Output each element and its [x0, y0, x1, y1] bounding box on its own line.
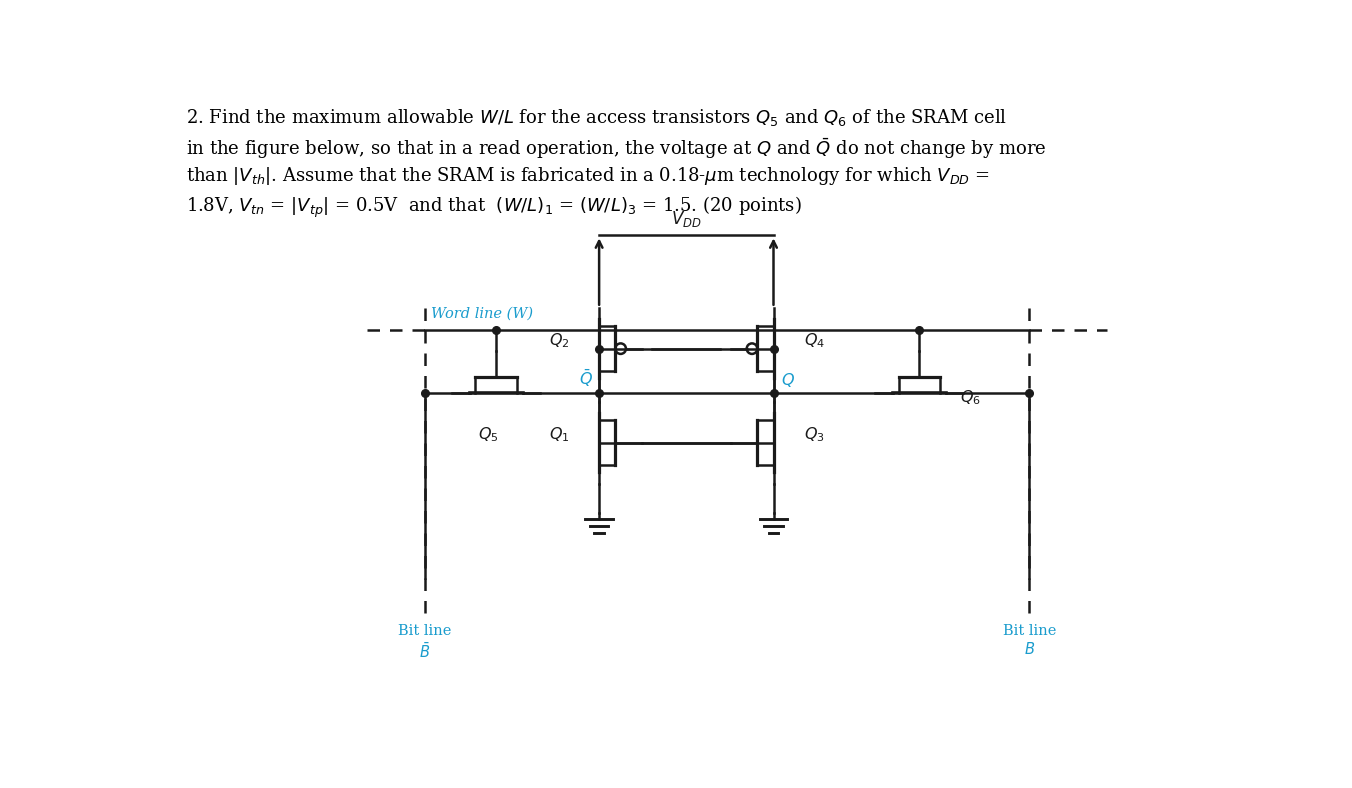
Text: $Q_2$: $Q_2$ — [549, 332, 569, 351]
Text: Bit line
$B$: Bit line $B$ — [1003, 624, 1056, 657]
Text: 2. Find the maximum allowable $W/L$ for the access transistors $Q_5$ and $Q_6$ o: 2. Find the maximum allowable $W/L$ for … — [187, 107, 1007, 128]
Text: $Q$: $Q$ — [781, 370, 795, 388]
Text: 1.8V, $V_{tn}$ = $|V_{tp}|$ = 0.5V  and that  $(W/L)_1$ = $(W/L)_3$ = 1.5. (20 p: 1.8V, $V_{tn}$ = $|V_{tp}|$ = 0.5V and t… — [187, 195, 802, 220]
Text: Bit line
$\bar{B}$: Bit line $\bar{B}$ — [397, 624, 452, 660]
Text: in the figure below, so that in a read operation, the voltage at $Q$ and $\bar{Q: in the figure below, so that in a read o… — [187, 136, 1046, 161]
Text: $Q_5$: $Q_5$ — [479, 426, 499, 444]
Text: $\bar{Q}$: $\bar{Q}$ — [579, 367, 594, 388]
Text: $Q_6$: $Q_6$ — [960, 388, 980, 407]
Text: Word line (W): Word line (W) — [431, 307, 533, 321]
Text: $Q_4$: $Q_4$ — [804, 332, 826, 351]
Text: $Q_1$: $Q_1$ — [549, 426, 569, 444]
Text: than $|V_{th}|$. Assume that the SRAM is fabricated in a 0.18-$\mu$m technology : than $|V_{th}|$. Assume that the SRAM is… — [187, 165, 990, 188]
Text: $V_{DD}$: $V_{DD}$ — [671, 210, 702, 229]
Text: $Q_3$: $Q_3$ — [804, 426, 825, 444]
